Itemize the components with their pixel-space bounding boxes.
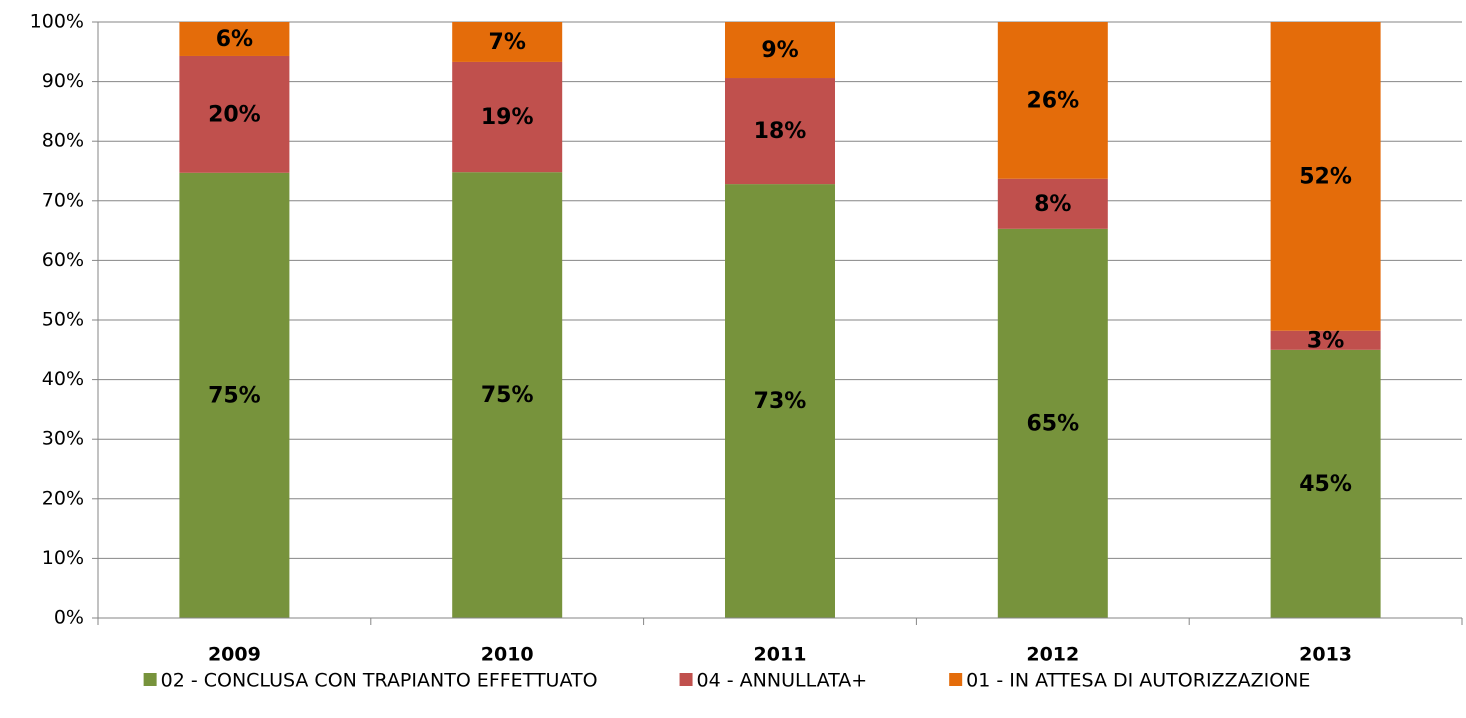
bar-segment bbox=[997, 228, 1108, 618]
y-tick-label: 10% bbox=[42, 547, 84, 569]
legend: 02 - CONCLUSA CON TRAPIANTO EFFETTUATO 04… bbox=[143, 670, 1310, 692]
bar-segment bbox=[1270, 349, 1381, 618]
data-label: 52% bbox=[1299, 164, 1352, 189]
y-tick-label: 90% bbox=[42, 70, 84, 92]
data-label: 9% bbox=[761, 38, 798, 63]
legend-label: 04 - ANNULLATA+ bbox=[697, 670, 868, 692]
y-tick-label: 70% bbox=[42, 189, 84, 211]
data-label: 45% bbox=[1299, 472, 1352, 497]
y-tick-label: 60% bbox=[42, 249, 84, 271]
data-label: 19% bbox=[481, 105, 534, 130]
y-tick-label: 20% bbox=[42, 487, 84, 509]
data-label: 8% bbox=[1034, 192, 1071, 217]
bar-segment bbox=[452, 172, 563, 618]
bar-segment bbox=[179, 172, 290, 618]
legend-swatch bbox=[679, 673, 693, 686]
x-tick-label: 2009 bbox=[208, 644, 261, 666]
data-label: 75% bbox=[208, 383, 261, 408]
data-label: 3% bbox=[1307, 328, 1344, 353]
x-tick-label: 2013 bbox=[1299, 644, 1352, 666]
data-label: 18% bbox=[754, 119, 807, 144]
bar-segment bbox=[179, 55, 290, 173]
x-tick-label: 2010 bbox=[481, 644, 534, 666]
y-tick-label: 80% bbox=[42, 130, 84, 152]
y-tick-label: 50% bbox=[42, 309, 84, 331]
bar-segment bbox=[725, 184, 835, 618]
data-label: 75% bbox=[481, 383, 534, 408]
y-tick-label: 100% bbox=[30, 11, 84, 33]
bar-segment bbox=[179, 22, 290, 56]
data-label: 26% bbox=[1026, 88, 1079, 113]
y-tick-label: 40% bbox=[42, 368, 84, 390]
data-label: 73% bbox=[754, 389, 807, 414]
bar-segment bbox=[997, 178, 1108, 229]
bar-segment bbox=[1270, 22, 1381, 331]
legend-swatch bbox=[949, 673, 963, 686]
bar-segment bbox=[452, 61, 563, 173]
data-label: 7% bbox=[489, 30, 526, 55]
legend-label: 01 - IN ATTESA DI AUTORIZZAZIONE bbox=[966, 670, 1310, 692]
legend-label: 02 - CONCLUSA CON TRAPIANTO EFFETTUATO bbox=[161, 670, 598, 692]
data-label: 6% bbox=[216, 27, 253, 52]
data-label: 65% bbox=[1026, 411, 1079, 436]
bar-segment bbox=[452, 22, 563, 62]
bar-segment bbox=[997, 22, 1108, 179]
bar-segment bbox=[1270, 330, 1381, 350]
y-tick-label: 0% bbox=[54, 607, 84, 629]
bar-segment bbox=[725, 22, 835, 79]
bar-segment bbox=[725, 78, 835, 185]
x-tick-label: 2012 bbox=[1026, 644, 1079, 666]
x-tick-label: 2011 bbox=[754, 644, 807, 666]
legend-swatch bbox=[143, 673, 157, 686]
y-tick-label: 30% bbox=[42, 428, 84, 450]
data-label: 20% bbox=[208, 102, 261, 127]
